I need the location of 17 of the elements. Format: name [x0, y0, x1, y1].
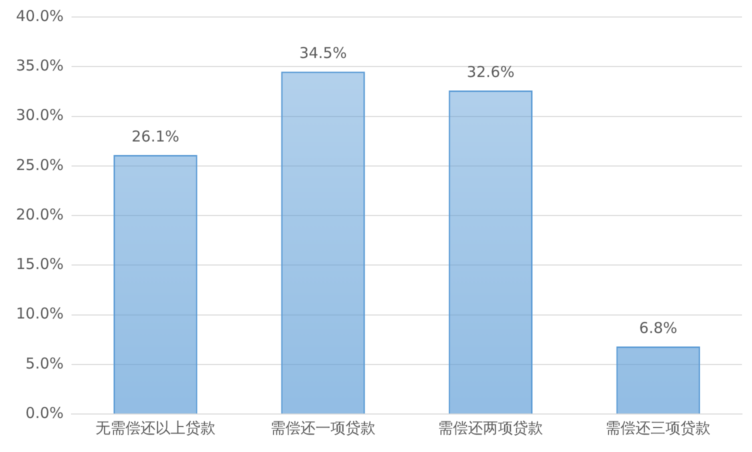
x-tick-label: 需偿还三项贷款	[606, 418, 711, 437]
x-tick-label: 无需偿还以上贷款	[95, 418, 216, 437]
x-tick-label: 需偿还两项贷款	[438, 418, 544, 437]
y-tick-label: 20.0%	[16, 205, 64, 224]
data-label: 32.6%	[466, 62, 514, 81]
x-tick-label: 需偿还一项贷款	[270, 418, 376, 437]
y-tick-label: 15.0%	[16, 255, 64, 274]
y-tick-label: 10.0%	[16, 304, 64, 323]
data-label: 26.1%	[132, 127, 180, 146]
y-tick-label: 40.0%	[16, 6, 64, 25]
data-label: 6.8%	[639, 318, 678, 337]
y-tick-label: 0.0%	[26, 404, 64, 422]
y-tick-label: 25.0%	[16, 156, 64, 174]
y-tick-label: 30.0%	[16, 106, 64, 124]
y-tick-label: 35.0%	[16, 56, 64, 75]
data-label: 34.5%	[299, 44, 347, 62]
y-tick-label: 5.0%	[26, 354, 64, 372]
